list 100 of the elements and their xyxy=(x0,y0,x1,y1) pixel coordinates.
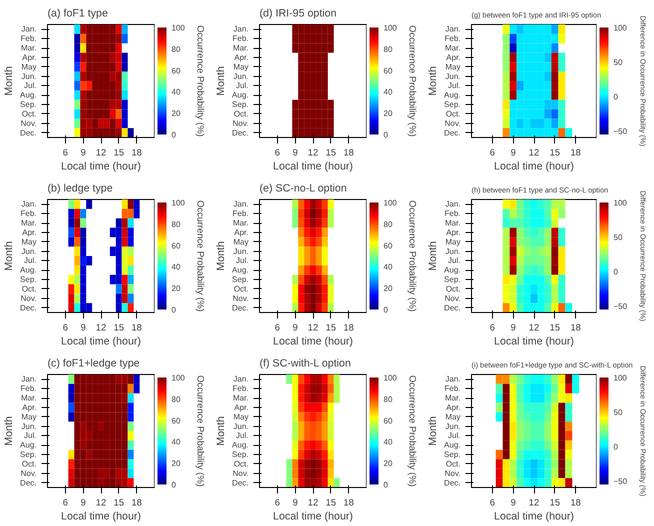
y-tick-label: Mar. xyxy=(20,44,37,53)
color-bar-label: 0 xyxy=(384,130,388,140)
chart-title: (e) SC-no-L option xyxy=(260,182,347,194)
x-tick-label: 9 xyxy=(80,498,86,508)
y-tick-label: Jun. xyxy=(21,246,37,256)
x-tick-label: 9 xyxy=(510,498,516,508)
x-tick-label: 9 xyxy=(292,322,298,332)
y-tick-label: Nov. xyxy=(20,468,37,478)
color-bar-label: 40 xyxy=(172,262,181,272)
x-axis-title: Local time (hour) xyxy=(494,160,574,172)
chart-title: (c) foF1+ledge type xyxy=(48,358,140,370)
color-bar-label: 0 xyxy=(614,442,618,452)
y-tick-label: Feb. xyxy=(232,209,249,218)
y-tick-label: Oct. xyxy=(234,459,249,468)
x-tick-label: 6 xyxy=(274,498,280,508)
x-tick-label: 15 xyxy=(550,148,560,158)
y-tick-label: May xyxy=(233,62,249,72)
y-tick-label: Jan. xyxy=(233,374,249,384)
y-tick-label: Dec. xyxy=(232,303,249,312)
y-tick-label: Feb. xyxy=(20,34,37,44)
x-tick-label: 9 xyxy=(510,322,516,332)
y-tick-label: Jan. xyxy=(233,200,249,209)
x-tick-label: 18 xyxy=(131,148,142,158)
color-bar-label: 20 xyxy=(384,109,393,118)
color-bar-label: 0 xyxy=(384,480,388,490)
y-tick-label: Jul. xyxy=(24,256,37,266)
chart-title: (a) foF1 type xyxy=(48,8,108,20)
y-axis-title: Month xyxy=(3,241,16,271)
color-bar-label: 60 xyxy=(384,241,393,250)
y-tick-label: Jan. xyxy=(233,24,249,34)
x-axis-title: Local time (hour) xyxy=(61,160,141,172)
y-tick-label: Sep. xyxy=(232,100,249,110)
y-tick-label: Nov. xyxy=(444,468,461,478)
y-tick-label: Aug. xyxy=(444,266,461,275)
y-tick-label: May xyxy=(445,237,461,246)
y-tick-label: Sep. xyxy=(20,275,37,284)
y-tick-label: Oct. xyxy=(234,109,249,118)
color-bar-label: 20 xyxy=(384,284,393,294)
color-bar-label: 80 xyxy=(384,44,393,54)
x-axis-title: Local time (hour) xyxy=(61,336,141,348)
color-bar-label: 20 xyxy=(384,459,393,468)
x-tick-label: 18 xyxy=(570,498,581,508)
x-tick-label: 15 xyxy=(326,322,336,332)
x-tick-label: 18 xyxy=(570,322,581,332)
color-bar-label: 60 xyxy=(172,241,181,250)
color-bar-label: 0 xyxy=(614,268,618,277)
y-tick-label: Jul. xyxy=(448,256,461,266)
y-tick-label: Aug. xyxy=(232,90,249,100)
y-tick-label: Mar. xyxy=(444,218,461,228)
y-tick-label: Jan. xyxy=(445,24,461,34)
y-axis-title: Month xyxy=(427,416,440,446)
color-bar-label: 0 xyxy=(614,92,618,102)
y-tick-label: Jun. xyxy=(445,72,461,81)
y-tick-label: Jan. xyxy=(21,200,37,209)
y-tick-label: Oct. xyxy=(234,284,249,294)
x-tick-label: 18 xyxy=(131,498,142,508)
color-bar-label: 20 xyxy=(172,284,181,294)
color-bar-label: 80 xyxy=(384,394,393,404)
y-tick-label: Jan. xyxy=(21,374,37,384)
y-tick-label: Sep. xyxy=(444,450,461,460)
y-tick-label: May xyxy=(445,412,461,422)
x-axis-title: Local time (hour) xyxy=(494,336,574,348)
y-tick-label: Oct. xyxy=(22,109,37,118)
x-tick-label: 9 xyxy=(292,148,298,158)
y-tick-label: Jun. xyxy=(233,72,249,81)
x-tick-label: 15 xyxy=(114,498,124,508)
y-tick-label: Jul. xyxy=(236,81,249,90)
y-tick-label: Jul. xyxy=(236,256,249,266)
y-tick-label: Feb. xyxy=(444,209,461,218)
y-tick-label: Oct. xyxy=(446,459,461,468)
x-tick-label: 12 xyxy=(96,148,106,158)
y-tick-label: Aug. xyxy=(232,266,249,275)
y-tick-label: May xyxy=(21,412,37,422)
x-tick-label: 6 xyxy=(62,498,68,508)
y-tick-label: Jun. xyxy=(21,72,37,81)
y-tick-label: Feb. xyxy=(20,209,37,218)
color-bar-label: 0 xyxy=(172,306,176,314)
x-axis-title: Local time (hour) xyxy=(494,510,574,522)
y-axis-title: Month xyxy=(215,241,228,271)
color-bar-label: 40 xyxy=(384,88,393,97)
color-bar-title: Occurrence Probability (%) xyxy=(196,375,206,487)
x-tick-label: 18 xyxy=(343,148,354,158)
color-bar-label: −50 xyxy=(614,302,628,312)
y-tick-label: Apr. xyxy=(234,52,249,62)
color-bar-label: 60 xyxy=(172,66,181,76)
color-bar-label: 100 xyxy=(384,198,398,208)
y-tick-label: Sep. xyxy=(20,100,37,110)
y-tick-label: Apr. xyxy=(234,402,249,412)
x-tick-label: 12 xyxy=(528,498,540,508)
y-tick-label: Sep. xyxy=(444,275,461,284)
color-bar-label: 60 xyxy=(384,416,393,426)
x-tick-label: 12 xyxy=(96,498,106,508)
y-tick-label: Dec. xyxy=(232,128,249,138)
color-bar-title: Occurrence Probability (%) xyxy=(196,200,206,312)
y-tick-label: Mar. xyxy=(232,218,249,228)
y-axis-title: Month xyxy=(3,416,16,446)
x-tick-label: 6 xyxy=(490,322,495,332)
y-tick-label: Dec. xyxy=(444,478,461,488)
y-tick-label: May xyxy=(233,412,249,422)
y-tick-label: Apr. xyxy=(22,402,37,412)
